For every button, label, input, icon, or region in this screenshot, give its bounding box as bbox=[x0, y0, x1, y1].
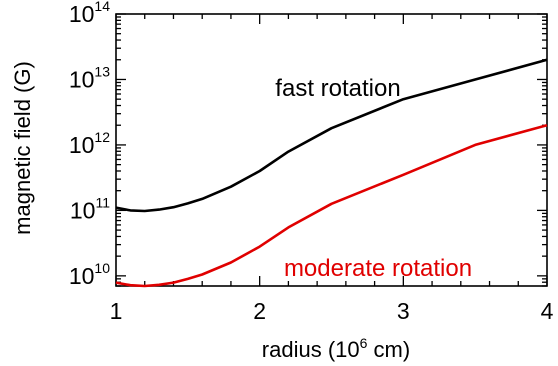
y-tick-label: 1013 bbox=[69, 63, 110, 92]
x-tick-label: 4 bbox=[541, 298, 554, 324]
y-tick-label: 1012 bbox=[69, 129, 110, 158]
series-line-fast-rotation bbox=[115, 58, 548, 213]
y-axis-title: magnetic field (G) bbox=[10, 61, 35, 235]
y-tick-label: 1014 bbox=[69, 0, 110, 27]
y-tick-label: 1011 bbox=[70, 194, 110, 223]
series-annotation-moderate-rotation: moderate rotation bbox=[284, 255, 472, 282]
x-axis-title-exponent: 6 bbox=[360, 335, 368, 351]
y-tick-label: 1010 bbox=[69, 260, 110, 289]
plot-frame bbox=[115, 13, 548, 287]
x-tick-label: 1 bbox=[110, 298, 123, 324]
x-tick-label: 3 bbox=[397, 298, 410, 324]
x-axis-title-suffix: cm) bbox=[367, 337, 410, 362]
x-axis-title: radius (106 cm) bbox=[262, 335, 410, 362]
series-line-moderate-rotation bbox=[115, 123, 548, 288]
series-annotation-fast-rotation: fast rotation bbox=[275, 75, 400, 102]
x-tick-label: 2 bbox=[253, 298, 266, 324]
x-axis-title-text: radius (10 bbox=[262, 337, 360, 362]
